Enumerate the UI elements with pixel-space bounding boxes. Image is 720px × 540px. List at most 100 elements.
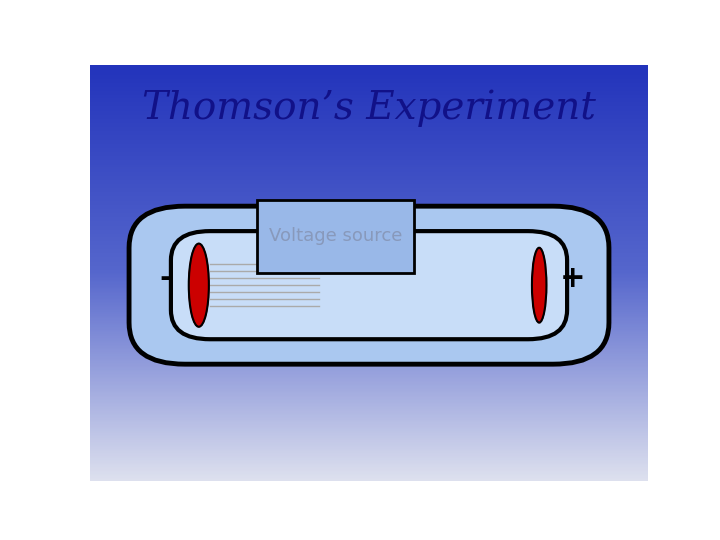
Bar: [90, 246, 648, 248]
Bar: [90, 435, 648, 436]
Bar: [90, 400, 648, 402]
Bar: [90, 464, 648, 465]
Bar: [90, 411, 648, 413]
Bar: [90, 123, 648, 124]
Bar: [90, 287, 648, 288]
Bar: [90, 258, 648, 259]
Bar: [90, 479, 648, 481]
Bar: [90, 302, 648, 303]
Bar: [90, 377, 648, 378]
Bar: [90, 79, 648, 80]
Bar: [90, 146, 648, 148]
Bar: [90, 145, 648, 146]
Bar: [90, 138, 648, 140]
Bar: [90, 282, 648, 284]
Bar: [90, 105, 648, 106]
Bar: [90, 274, 648, 275]
Bar: [90, 388, 648, 389]
Bar: [90, 336, 648, 338]
Bar: [90, 471, 648, 472]
Bar: [90, 381, 648, 382]
Bar: [90, 188, 648, 190]
Bar: [90, 378, 648, 380]
Bar: [90, 127, 648, 129]
Bar: [90, 456, 648, 457]
Bar: [90, 151, 648, 152]
Bar: [90, 329, 648, 331]
Bar: [90, 393, 648, 395]
Bar: [90, 458, 648, 460]
FancyBboxPatch shape: [258, 200, 414, 273]
Bar: [90, 252, 648, 253]
Bar: [90, 150, 648, 151]
Bar: [90, 390, 648, 392]
Bar: [90, 313, 648, 314]
Bar: [90, 176, 648, 177]
Bar: [90, 406, 648, 407]
Bar: [90, 126, 648, 127]
Bar: [90, 403, 648, 404]
Bar: [90, 80, 648, 82]
Bar: [90, 450, 648, 451]
Bar: [90, 421, 648, 422]
Bar: [90, 195, 648, 197]
Bar: [90, 280, 648, 281]
Bar: [90, 134, 648, 136]
Bar: [90, 335, 648, 336]
Bar: [90, 66, 648, 68]
Bar: [90, 205, 648, 206]
Bar: [90, 223, 648, 224]
Bar: [90, 345, 648, 346]
Bar: [90, 112, 648, 113]
Bar: [90, 170, 648, 172]
Bar: [90, 321, 648, 322]
Bar: [90, 399, 648, 400]
Bar: [90, 106, 648, 108]
Bar: [90, 295, 648, 296]
Bar: [90, 418, 648, 420]
Bar: [90, 75, 648, 76]
Bar: [90, 342, 648, 343]
Bar: [90, 389, 648, 390]
Bar: [90, 239, 648, 241]
Bar: [90, 92, 648, 94]
Bar: [90, 234, 648, 235]
Bar: [90, 359, 648, 360]
Bar: [90, 162, 648, 163]
Bar: [90, 441, 648, 442]
Bar: [90, 202, 648, 204]
Bar: [90, 460, 648, 461]
Bar: [90, 284, 648, 285]
Bar: [90, 70, 648, 72]
Bar: [90, 207, 648, 209]
Bar: [90, 163, 648, 165]
Bar: [90, 174, 648, 176]
Bar: [90, 133, 648, 134]
Bar: [90, 148, 648, 150]
Bar: [90, 98, 648, 99]
Bar: [90, 424, 648, 425]
Bar: [90, 131, 648, 133]
Bar: [90, 472, 648, 474]
Bar: [90, 319, 648, 320]
Bar: [90, 102, 648, 104]
Bar: [90, 395, 648, 396]
Bar: [90, 444, 648, 446]
Bar: [90, 429, 648, 431]
Bar: [90, 288, 648, 289]
Bar: [90, 307, 648, 309]
Bar: [90, 476, 648, 478]
Bar: [90, 167, 648, 168]
Bar: [90, 422, 648, 424]
Bar: [90, 191, 648, 192]
Bar: [90, 187, 648, 188]
Bar: [90, 449, 648, 450]
Bar: [90, 453, 648, 454]
Bar: [90, 414, 648, 415]
Bar: [90, 413, 648, 414]
Bar: [90, 204, 648, 205]
Bar: [90, 255, 648, 256]
Bar: [90, 220, 648, 221]
Bar: [90, 360, 648, 361]
Bar: [90, 180, 648, 181]
